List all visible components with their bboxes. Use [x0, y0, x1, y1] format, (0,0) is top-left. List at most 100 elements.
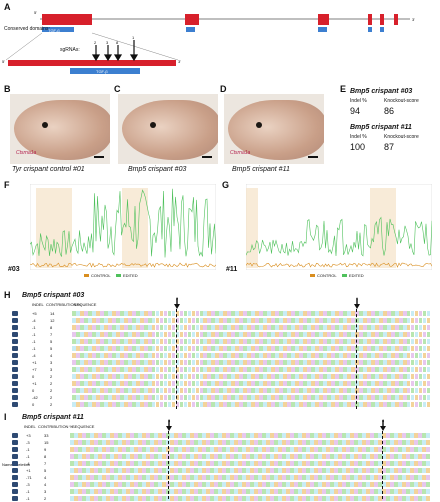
sequence-bar	[70, 482, 430, 487]
indel-value: +1	[32, 360, 37, 365]
sequence-bar	[72, 381, 430, 386]
contribution-value: 5	[50, 346, 53, 351]
sgrna-num-4: 1	[132, 35, 135, 40]
view-icon[interactable]	[12, 374, 18, 379]
sequence-bar	[72, 367, 430, 372]
contribution-value: 33	[44, 433, 49, 438]
embryo-photo-d: Ctsrna1a	[224, 94, 324, 164]
embryo-photo-c	[118, 94, 218, 164]
i-col-seq: SEQUENCE	[72, 424, 95, 429]
e-block2-indel: 100	[350, 142, 366, 152]
e-block1-ko: 86	[384, 106, 395, 116]
sequence-bar	[70, 475, 430, 480]
contribution-value: 8	[44, 454, 47, 459]
sequence-bar	[72, 374, 430, 379]
control-trace	[30, 262, 216, 268]
indel-value: +5	[32, 311, 37, 316]
e-block2-ko: 87	[384, 142, 395, 152]
contribution-value: 15	[44, 440, 49, 445]
trace-f-sample: #03	[8, 266, 20, 273]
indel-value: 0	[32, 374, 35, 379]
view-icon[interactable]	[12, 318, 18, 323]
indel-value: 0	[32, 402, 35, 407]
indel-value: -4	[32, 353, 36, 358]
sequence-bar	[70, 461, 430, 466]
legend-control-g: CONTROL	[317, 273, 337, 278]
contribution-value: 4	[50, 353, 53, 358]
conserved-domains-label: Conserved domains:	[4, 26, 50, 32]
zoom-line-left	[5, 32, 43, 61]
panel-g-label: G	[222, 180, 230, 190]
panel-c-label: C	[114, 84, 121, 94]
gene-5prime: 5'	[34, 10, 37, 15]
edited-trace	[30, 188, 216, 258]
caption-c: Bmp5 crispant #03	[128, 166, 187, 173]
contribution-value: 2	[50, 374, 53, 379]
view-icon[interactable]	[12, 311, 18, 316]
contribution-value: 14	[50, 311, 55, 316]
view-icon[interactable]	[12, 325, 18, 330]
view-icon[interactable]	[12, 346, 18, 351]
view-icon[interactable]	[12, 440, 18, 445]
legend-control-f: CONTROL	[91, 273, 111, 278]
indel-value: -71	[26, 475, 32, 480]
zoom-exon	[8, 60, 176, 66]
tgfb-label-top: TGF-β	[48, 28, 60, 33]
exon-5	[380, 14, 384, 25]
view-icon[interactable]	[12, 433, 18, 438]
trace-g-sample: #11	[226, 266, 238, 273]
panel-h-label: H	[4, 290, 11, 300]
embryo-eye	[150, 122, 156, 128]
view-icon[interactable]	[12, 402, 18, 407]
contribution-value: 2	[44, 496, 47, 501]
sequence-bar	[72, 402, 430, 407]
panel-a-label: A	[4, 2, 11, 12]
view-icon[interactable]	[12, 381, 18, 386]
view-icon[interactable]	[12, 395, 18, 400]
embryo-body	[14, 100, 110, 160]
panel-d-label: D	[220, 84, 227, 94]
legend-swatch-control	[310, 274, 315, 277]
sequence-bar	[70, 454, 430, 459]
embryo-photo-b: Ctsrna1a	[10, 94, 110, 164]
sgrna-num-3: 8	[116, 40, 119, 45]
sequence-bar	[72, 360, 430, 365]
view-icon[interactable]	[12, 461, 18, 466]
panel-e-label: E	[340, 84, 347, 94]
contribution-value: 4	[44, 482, 47, 487]
view-icon[interactable]	[12, 454, 18, 459]
i-col-contrib: CONTRIBUTION %	[38, 424, 74, 429]
legend-edited-f: EDITED	[123, 273, 138, 278]
h-cut-line-left	[176, 309, 177, 409]
sequence-bar	[70, 447, 430, 452]
view-icon[interactable]	[12, 489, 18, 494]
i-title: Bmp5 crispant #11	[22, 414, 84, 421]
embryo-eye	[42, 122, 48, 128]
view-icon[interactable]	[12, 388, 18, 393]
view-icon[interactable]	[12, 360, 18, 365]
h-col-seq: SEQUENCE	[74, 302, 97, 307]
sgrna-arrows	[91, 40, 139, 62]
e-block2-title: Bmp5 crispant #11	[350, 124, 412, 131]
view-icon[interactable]	[12, 367, 18, 372]
view-icon[interactable]	[12, 468, 18, 473]
sequence-bar	[70, 496, 430, 501]
view-icon[interactable]	[12, 353, 18, 358]
caption-d: Bmp5 crispant #11	[232, 166, 290, 173]
view-icon[interactable]	[12, 475, 18, 480]
view-icon[interactable]	[12, 482, 18, 487]
sgrna-label: sgRNAs:	[60, 47, 80, 53]
embryo-body	[122, 100, 218, 160]
trace-plot-f	[30, 184, 216, 270]
view-icon[interactable]	[12, 339, 18, 344]
view-icon[interactable]	[12, 496, 18, 501]
embryo-eye	[256, 122, 262, 128]
legend-swatch-edited	[116, 274, 121, 277]
window-shade	[36, 188, 72, 268]
indel-value: 0	[32, 388, 35, 393]
scale-bar	[308, 156, 318, 158]
gene-model-diagram	[5, 14, 410, 74]
view-icon[interactable]	[12, 447, 18, 452]
scale-bar	[202, 156, 212, 158]
view-icon[interactable]	[12, 332, 18, 337]
